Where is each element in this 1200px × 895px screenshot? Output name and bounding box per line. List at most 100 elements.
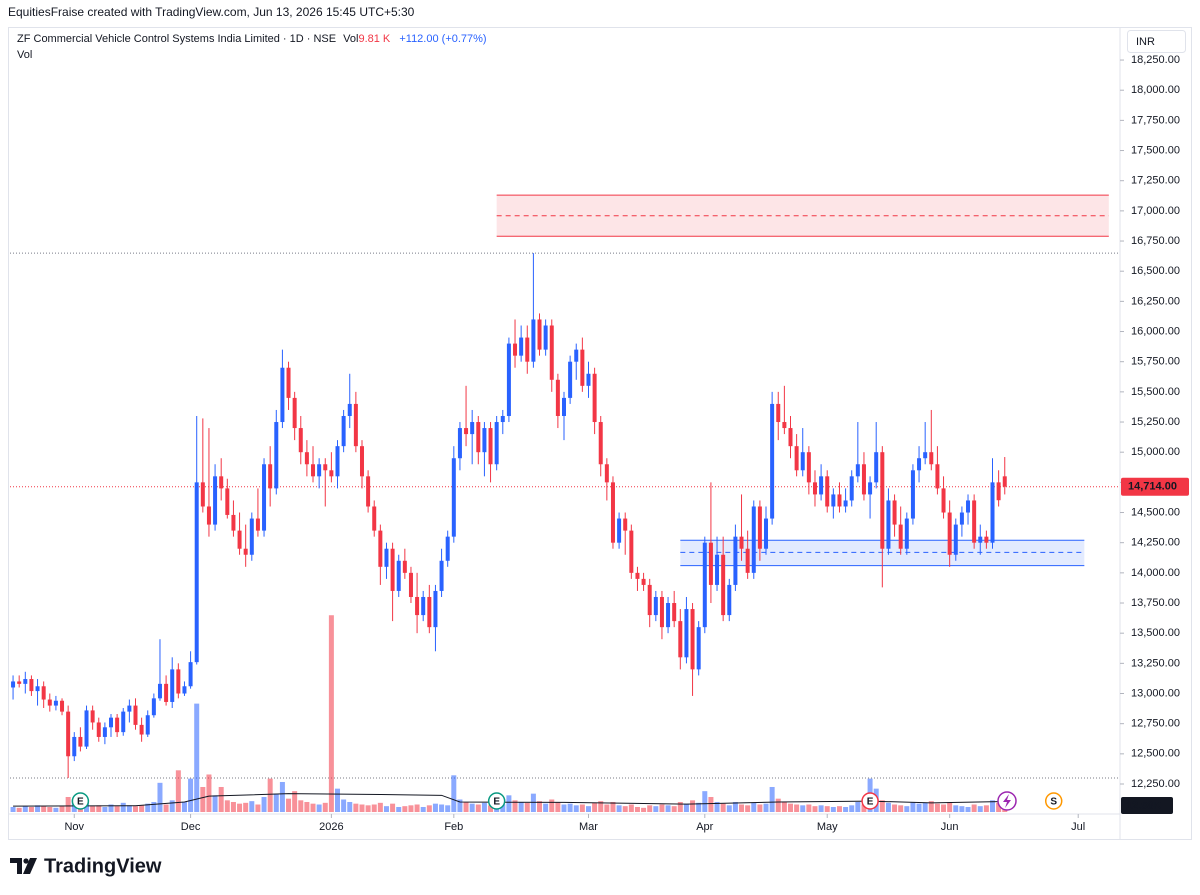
volume-bar [206,774,212,812]
plot-area: 12,250.00 12,500.00 12,750.00 13,000.00 13,2… [10,54,1189,833]
candle-body [353,403,358,447]
candle-body [145,715,150,735]
candle-body [1002,476,1007,487]
volume-bar [665,805,671,812]
candle-body [696,627,701,670]
volume-bar [690,800,696,812]
y-tick-label: 18,000.00 [1131,84,1180,96]
candle-body [335,446,340,477]
candle-body [635,572,640,579]
volume-bar [59,806,65,812]
candle-body [29,679,34,692]
volume-bar [892,804,898,812]
logo-slash [23,858,37,874]
volume-bar [647,805,653,812]
volume-bar [286,798,292,812]
volume-bar [371,804,377,812]
candle-body [690,609,695,670]
volume-bar [506,795,512,812]
candle-body [464,428,469,435]
y-tick-label: 13,750.00 [1131,597,1180,609]
candle-body [139,724,144,735]
volume-bar [475,804,481,812]
volume-bar [47,806,53,812]
candle-body [206,506,211,525]
candle-body [549,325,554,380]
volume-bar [947,801,953,812]
candle-body [849,476,854,501]
x-tick-label: Dec [181,821,201,833]
candle-body [659,596,664,628]
candle-body [243,548,248,555]
candle-body [629,530,634,573]
volume-bar [328,615,334,812]
volume-bar [500,804,506,812]
volume-bar [904,806,910,812]
x-tick-label: 2026 [319,821,343,833]
volume-bar [341,799,347,812]
volume-bar [212,795,218,812]
candle-body [262,464,267,531]
volume-bar [573,805,579,812]
volume-bar [157,782,163,812]
candle-body [347,403,352,416]
volume-bar [273,793,279,812]
volume-bar [108,804,114,812]
candle-body [341,415,346,447]
volume-bar [634,806,640,812]
volume-bar [524,802,530,812]
candle-body [880,452,885,549]
candle-body [470,422,475,435]
candle-body [249,518,254,555]
last-price-label: 14,714.00 [1128,481,1177,493]
volume-bar [224,800,230,812]
candle-body [525,337,530,362]
volume-bar [377,802,383,812]
event-marker [71,792,90,810]
y-tick-label: 17,250.00 [1131,175,1180,187]
volume-bar [622,806,628,812]
candle-body [794,446,799,471]
volume-bar [745,805,751,812]
candle-body [764,518,769,549]
volume-bar [28,806,34,812]
volume-bar [383,806,389,812]
volume-bar [408,805,414,812]
y-tick-label: 16,250.00 [1131,295,1180,307]
candle-body [47,699,52,706]
volume-bar [151,801,157,812]
y-tick-label: 12,750.00 [1131,718,1180,730]
currency-button[interactable] [1127,30,1186,53]
volume-bar [169,800,175,812]
candle-body [727,584,732,616]
y-tick-label: 16,500.00 [1131,265,1180,277]
y-tick-label: 15,000.00 [1131,446,1180,458]
volume-bar [537,801,543,812]
volume-bar [794,804,800,812]
y-tick-label: 17,750.00 [1131,114,1180,126]
volume-bar [604,804,610,812]
candle-body [231,514,236,531]
candle-body [304,452,309,465]
candle-body [415,596,420,616]
volume-bar [769,786,775,812]
currency-label[interactable]: INR [1136,36,1155,48]
volume-bar [916,803,922,812]
volume-bar [237,803,243,812]
volume-bar [463,801,469,812]
volume-bar [90,806,96,812]
candle-body [819,476,824,495]
x-tick-label: Nov [64,821,84,833]
volume-bar [365,805,371,812]
volume-bar [818,805,824,812]
volume-bar [953,805,959,812]
candle-body [157,683,162,699]
candle-body [359,446,364,477]
candle-body [978,536,983,543]
volume-bar [885,802,891,812]
candle-body [84,710,89,747]
candle-body [610,482,615,543]
event-label: S [1050,797,1057,808]
candle-body [604,464,609,483]
volume-bar [402,806,408,812]
